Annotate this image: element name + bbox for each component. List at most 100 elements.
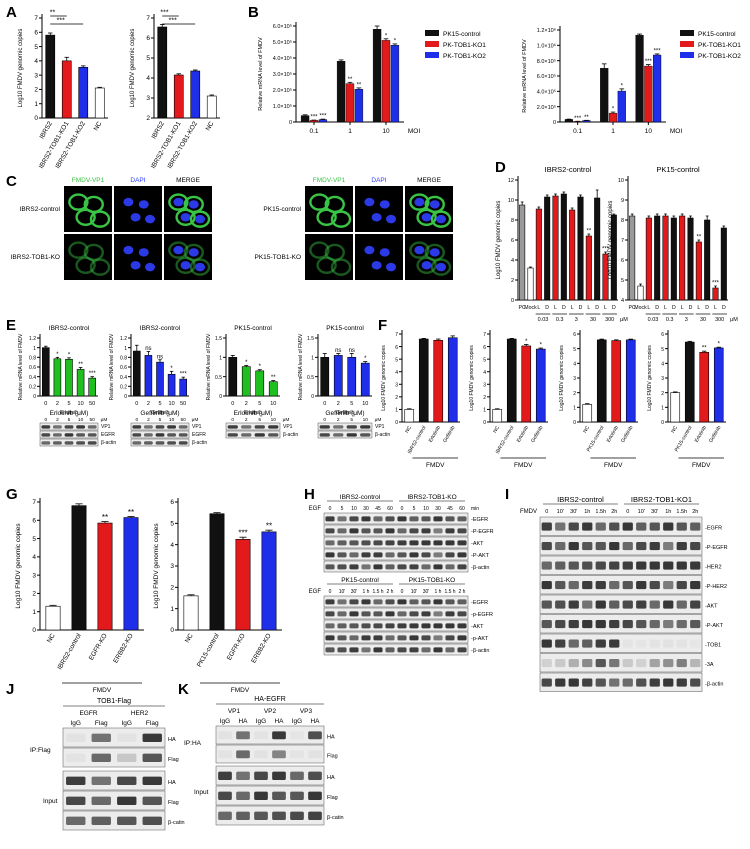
blot-dose-label: 5: [68, 417, 71, 423]
x-tick-label: NC: [670, 425, 679, 435]
blot-time-label: 30': [570, 509, 577, 515]
blot-strip: [539, 575, 703, 595]
blot-band: [609, 561, 620, 570]
blot-band: [541, 561, 552, 570]
blot-band: [421, 647, 431, 653]
blot-row-label: -P-AKT: [471, 553, 490, 559]
significance-label: ns: [145, 346, 151, 352]
cell-cytoplasm: [430, 210, 452, 228]
bar: [372, 29, 382, 123]
blot-band: [373, 552, 383, 558]
chart-B1: 0 1.0×10⁵ 2.0×10⁵ 3.0×10⁵ 4.0×10⁵ 5.0×10⁵ 6.0×…: [258, 22, 420, 135]
bar: [654, 215, 661, 301]
x-tick-label: L: [647, 305, 650, 311]
significance-label: **: [50, 10, 56, 17]
x-tick-label: 5: [67, 401, 70, 407]
blot-band: [555, 678, 566, 687]
chart-G1: 0 1 2 3 4 5 6 7 Log10 FMDV genomic copies NC IBRS2…: [15, 498, 144, 694]
y-tick-label: 0: [553, 120, 556, 126]
significance-label: **: [357, 82, 362, 88]
cell-cytoplasm: [168, 193, 189, 211]
blot-band: [433, 635, 443, 641]
blot-row-label: -P-EGFR: [705, 545, 728, 551]
blot-unit: min: [471, 506, 479, 512]
blot-band: [349, 647, 359, 653]
cell-cytoplasm: [424, 243, 445, 262]
y-tick-label: 0: [289, 120, 292, 126]
chart-G2: 0 1 2 3 4 5 6 Log10 FMDV genomic copies NC PK15-c…: [153, 498, 282, 694]
y-tick-label: 6: [661, 332, 664, 338]
blot-band: [373, 564, 383, 570]
blot-band: [457, 540, 467, 546]
y-tick-label: 0: [483, 420, 486, 426]
blot-band: [595, 600, 606, 609]
y-tick-label: 12: [508, 178, 514, 184]
blot-band: [397, 635, 407, 641]
bar: [133, 350, 141, 397]
blot-band: [445, 599, 455, 605]
y-tick-label: 7: [483, 332, 486, 338]
cell-nucleus: [371, 261, 382, 270]
blot-band: [541, 639, 552, 648]
bar: [235, 539, 251, 631]
bar: [88, 377, 96, 397]
chart-title: IBRS2-control: [49, 325, 90, 332]
blot-band: [117, 816, 137, 825]
microscopy-header: FMDV-VP1: [72, 177, 105, 184]
y-tick-label: 1: [395, 408, 398, 414]
blot-band: [445, 647, 455, 653]
blot-band: [87, 433, 97, 437]
blot-strip: [62, 770, 166, 791]
blot-band: [409, 611, 419, 617]
blot-band: [385, 552, 395, 558]
blot-row-label: HA: [327, 734, 335, 740]
dose-label: 0.3: [666, 317, 674, 323]
cell-nucleus: [364, 245, 375, 255]
blot-band: [649, 600, 660, 609]
blot-dose-label: 50: [181, 417, 187, 423]
blot-band: [227, 433, 238, 437]
cell-nucleus: [429, 200, 440, 209]
blot-lane-label: Flag: [146, 720, 159, 727]
y-tick-label: 4.0×10⁵: [273, 55, 292, 62]
cell-nucleus: [379, 248, 390, 257]
bar: [577, 196, 584, 301]
blot-band: [676, 678, 687, 687]
x-tick-label: L: [587, 305, 590, 311]
blot-band: [622, 580, 633, 590]
bar: [544, 196, 551, 301]
blot-band: [272, 731, 286, 740]
blot-band: [346, 433, 357, 437]
blot-band: [690, 658, 701, 668]
bar: [594, 197, 601, 301]
blot-band: [433, 540, 443, 546]
y-tick-label: 7: [32, 499, 36, 506]
y-tick-label: 7: [34, 15, 38, 22]
ip-label: IP:HA: [184, 740, 202, 747]
blot-band: [373, 623, 383, 629]
cell-cytoplasm: [175, 256, 196, 274]
blot-e-header-3: Gefitinib 0 2 5 10 μM: [323, 410, 381, 423]
blot-band: [555, 619, 566, 629]
blot-band: [142, 733, 162, 742]
blot-band: [582, 580, 593, 590]
x-axis-label: Gefitinib (μM): [140, 410, 179, 417]
blot-row-label: -p-EGFR: [471, 612, 493, 618]
blot-band: [676, 600, 687, 609]
x-tick-label: Gefitinib: [708, 425, 722, 444]
blot-band: [385, 647, 395, 653]
cell-cytoplasm: [309, 193, 330, 211]
y-tick-label: 0: [661, 420, 664, 426]
y-tick-label: 0: [32, 627, 36, 634]
blot-strip: [539, 536, 703, 556]
bar: [699, 352, 710, 423]
y-tick-label: 4: [661, 362, 664, 368]
blot-band: [445, 611, 455, 617]
significance-label: *: [621, 83, 624, 89]
blot-dose-label: 0: [231, 417, 234, 423]
blot-band: [421, 516, 431, 522]
blot-band: [385, 635, 395, 641]
x-tick-label: L: [571, 305, 574, 311]
blot-band: [568, 658, 579, 668]
blot-row-label: -p-AKT: [471, 636, 489, 642]
